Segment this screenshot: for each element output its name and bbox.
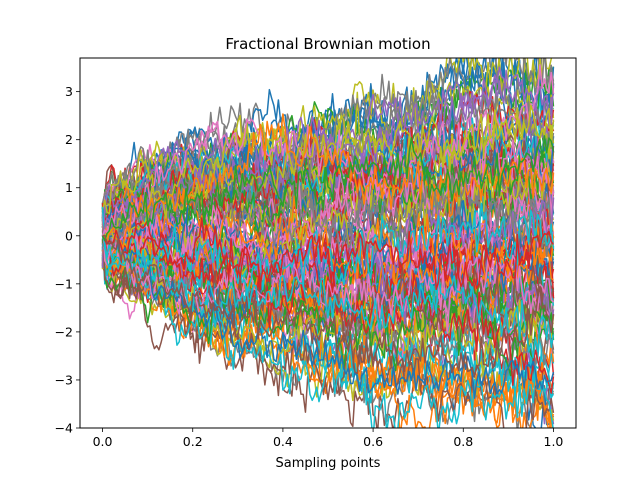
x-tick-label: 0.0 xyxy=(93,434,113,449)
y-tick-label: 0 xyxy=(65,228,73,243)
series-line xyxy=(101,215,554,334)
series-line xyxy=(101,202,555,297)
series-line xyxy=(101,231,555,399)
y-tick-label: −4 xyxy=(55,421,73,436)
plot-frame xyxy=(79,57,577,429)
series-line xyxy=(101,219,555,428)
series-line xyxy=(101,105,555,219)
x-tick-label: 0.4 xyxy=(273,434,293,449)
y-axis: −4 −3 −2 −1 0 1 2 3 xyxy=(55,84,80,436)
x-tick-label: 0.6 xyxy=(363,434,383,449)
series-line xyxy=(101,169,555,263)
y-tick-label: −3 xyxy=(55,372,73,387)
y-tick-label: 1 xyxy=(65,180,73,195)
y-tick-label: −1 xyxy=(55,276,73,291)
x-tick-label: 0.2 xyxy=(183,434,203,449)
chart-title: Fractional Brownian motion xyxy=(225,35,430,53)
x-axis: 0.0 0.2 0.4 0.6 0.8 1.0 xyxy=(93,428,564,449)
x-axis-label: Sampling points xyxy=(276,456,381,471)
series-line xyxy=(102,234,555,378)
series-line xyxy=(101,130,555,273)
series-line xyxy=(101,232,555,359)
series-line xyxy=(101,231,555,394)
y-tick-label: 3 xyxy=(65,84,73,99)
y-tick-label: 2 xyxy=(65,132,73,147)
series-layer xyxy=(101,58,555,428)
y-tick-label: −2 xyxy=(55,324,73,339)
series-line xyxy=(102,113,555,250)
series-line xyxy=(101,217,555,293)
x-tick-label: 0.8 xyxy=(453,434,473,449)
series-line xyxy=(101,135,555,242)
x-tick-label: 1.0 xyxy=(544,434,564,449)
